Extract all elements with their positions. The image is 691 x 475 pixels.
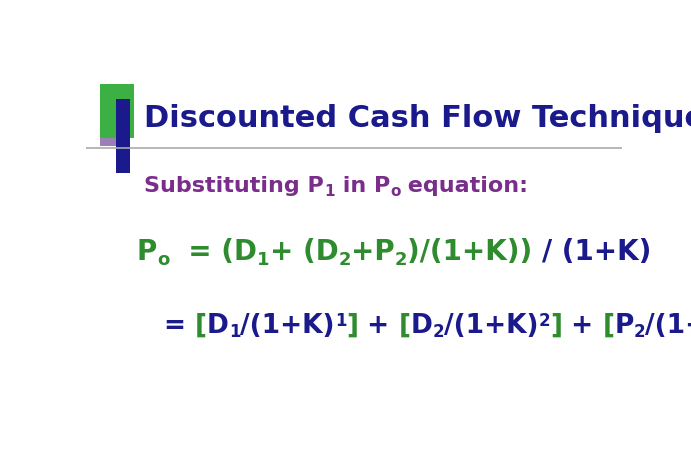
Text: +: + [359, 313, 399, 339]
Text: 2: 2 [538, 313, 550, 331]
Text: /(1+K): /(1+K) [444, 313, 538, 339]
Text: D: D [410, 313, 433, 339]
Text: +P: +P [351, 238, 395, 266]
Bar [100, 84, 135, 138]
Text: + (D: + (D [269, 238, 339, 266]
Text: =: = [164, 313, 195, 339]
Text: Discounted Cash Flow Techniques: Discounted Cash Flow Techniques [144, 104, 691, 133]
Text: = (D: = (D [169, 238, 257, 266]
Text: ]: ] [346, 313, 359, 339]
Text: 1: 1 [335, 313, 346, 331]
Text: [: [ [399, 313, 410, 339]
Text: equation:: equation: [400, 176, 529, 196]
Text: 1: 1 [257, 251, 269, 269]
Text: [: [ [195, 313, 207, 339]
Text: / (1+K): / (1+K) [542, 238, 652, 266]
Bar [116, 99, 130, 172]
Text: o: o [390, 184, 400, 199]
Text: 2: 2 [339, 251, 351, 269]
Text: Substituting P: Substituting P [144, 176, 324, 196]
Text: P: P [137, 238, 157, 266]
Text: /(1+K): /(1+K) [240, 313, 335, 339]
Text: +: + [562, 313, 603, 339]
Text: o: o [157, 251, 169, 269]
Text: 2: 2 [634, 323, 645, 341]
Text: /(1+K): /(1+K) [645, 313, 691, 339]
Text: in P: in P [334, 176, 390, 196]
Text: )/(1+K)): )/(1+K)) [407, 238, 542, 266]
Text: 2: 2 [433, 323, 444, 341]
Text: 2: 2 [395, 251, 407, 269]
Text: P: P [614, 313, 634, 339]
Text: ]: ] [550, 313, 562, 339]
Text: 1: 1 [324, 184, 334, 199]
Text: 1: 1 [229, 323, 240, 341]
Bar [100, 117, 119, 146]
Text: [: [ [603, 313, 614, 339]
Text: D: D [207, 313, 229, 339]
